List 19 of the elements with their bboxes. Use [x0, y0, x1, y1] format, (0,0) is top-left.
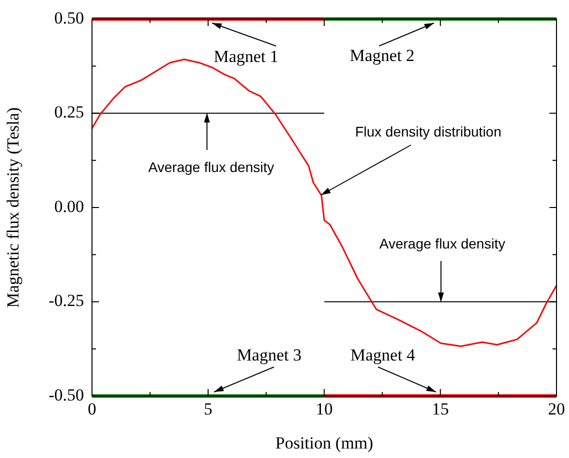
y-axis-title: Magnetic flux density (Tesla) — [4, 107, 23, 308]
x-tick-label: 0 — [88, 400, 96, 419]
annotation: Magnet 2 — [350, 46, 414, 66]
x-tick-label: 10 — [316, 400, 333, 419]
annotation: Magnet 4 — [350, 346, 416, 365]
x-axis-title: Position (mm) — [275, 433, 374, 452]
y-tick-label: 0.25 — [54, 102, 84, 122]
annotation: Average flux density — [148, 159, 274, 176]
x-tick-label: 5 — [204, 400, 212, 419]
annotation: Flux density distribution — [355, 124, 502, 140]
x-tick-label: 15 — [432, 400, 449, 419]
annotation: Average flux density — [379, 236, 506, 252]
y-tick-label: 0.50 — [54, 8, 84, 28]
y-tick-label: -0.25 — [48, 291, 84, 310]
x-tick-label: 20 — [548, 400, 565, 419]
annotation: Magnet 1 — [214, 47, 278, 66]
y-tick-label: 0.00 — [54, 196, 84, 216]
annotation: Magnet 3 — [236, 346, 302, 365]
y-tick-label: -0.50 — [48, 385, 84, 404]
